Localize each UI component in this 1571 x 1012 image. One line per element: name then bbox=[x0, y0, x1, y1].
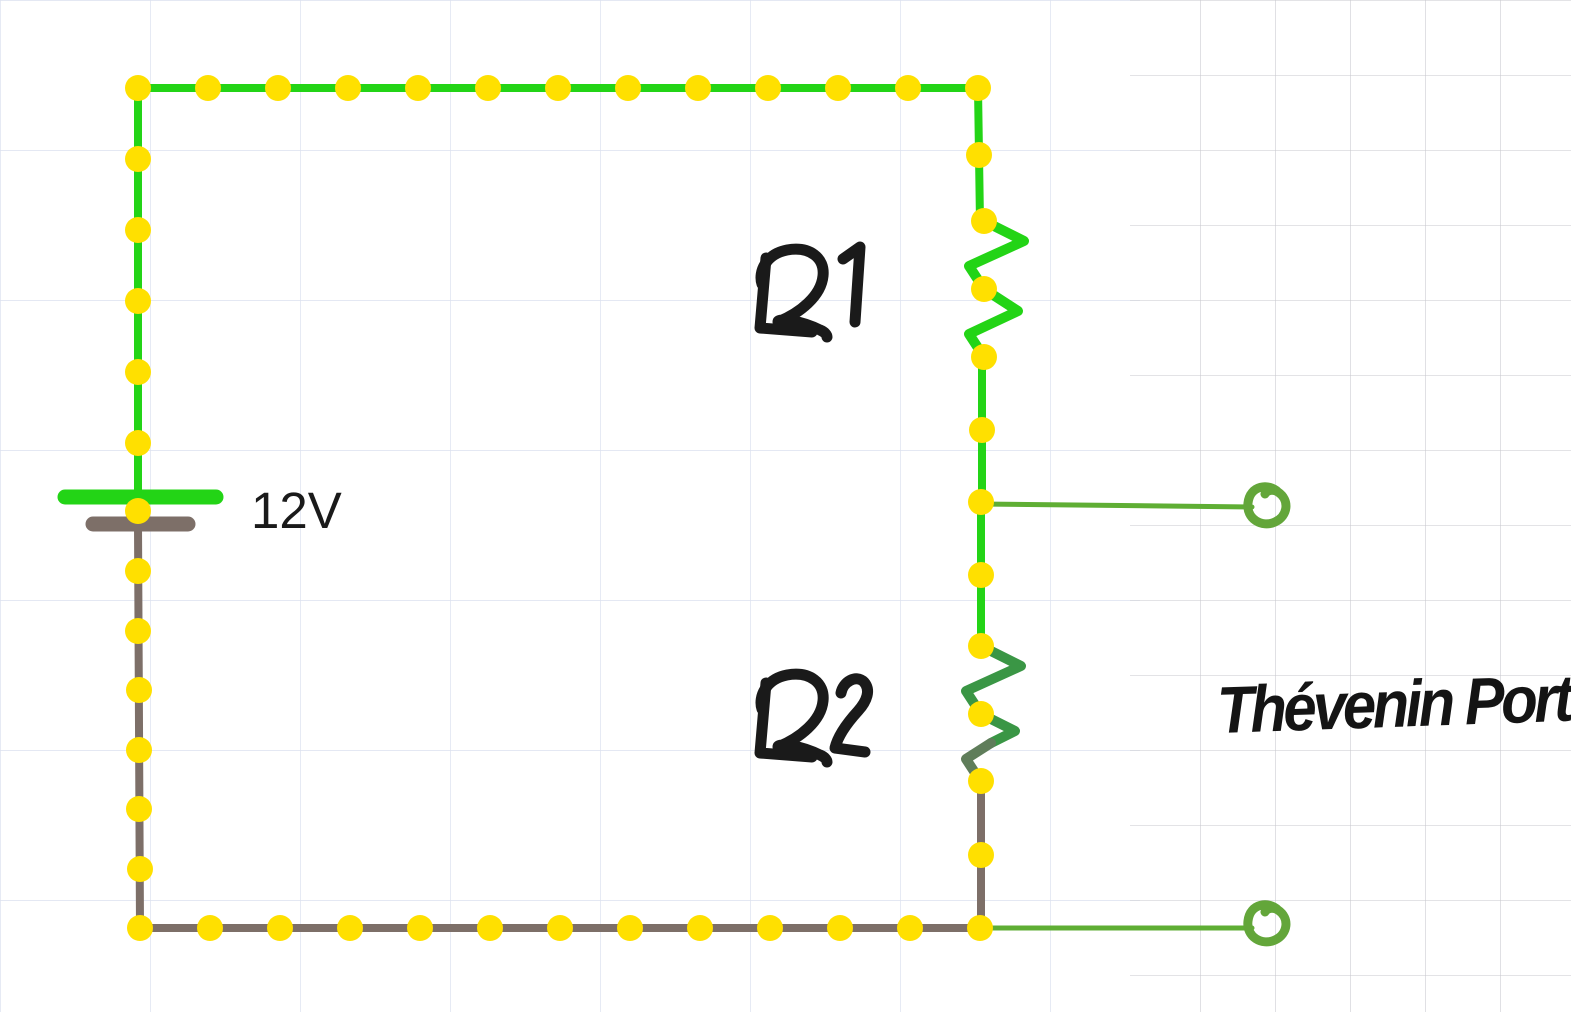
svg-text:Thévenin Port: Thévenin Port bbox=[1216, 660, 1571, 746]
svg-text:12V: 12V bbox=[251, 482, 342, 539]
